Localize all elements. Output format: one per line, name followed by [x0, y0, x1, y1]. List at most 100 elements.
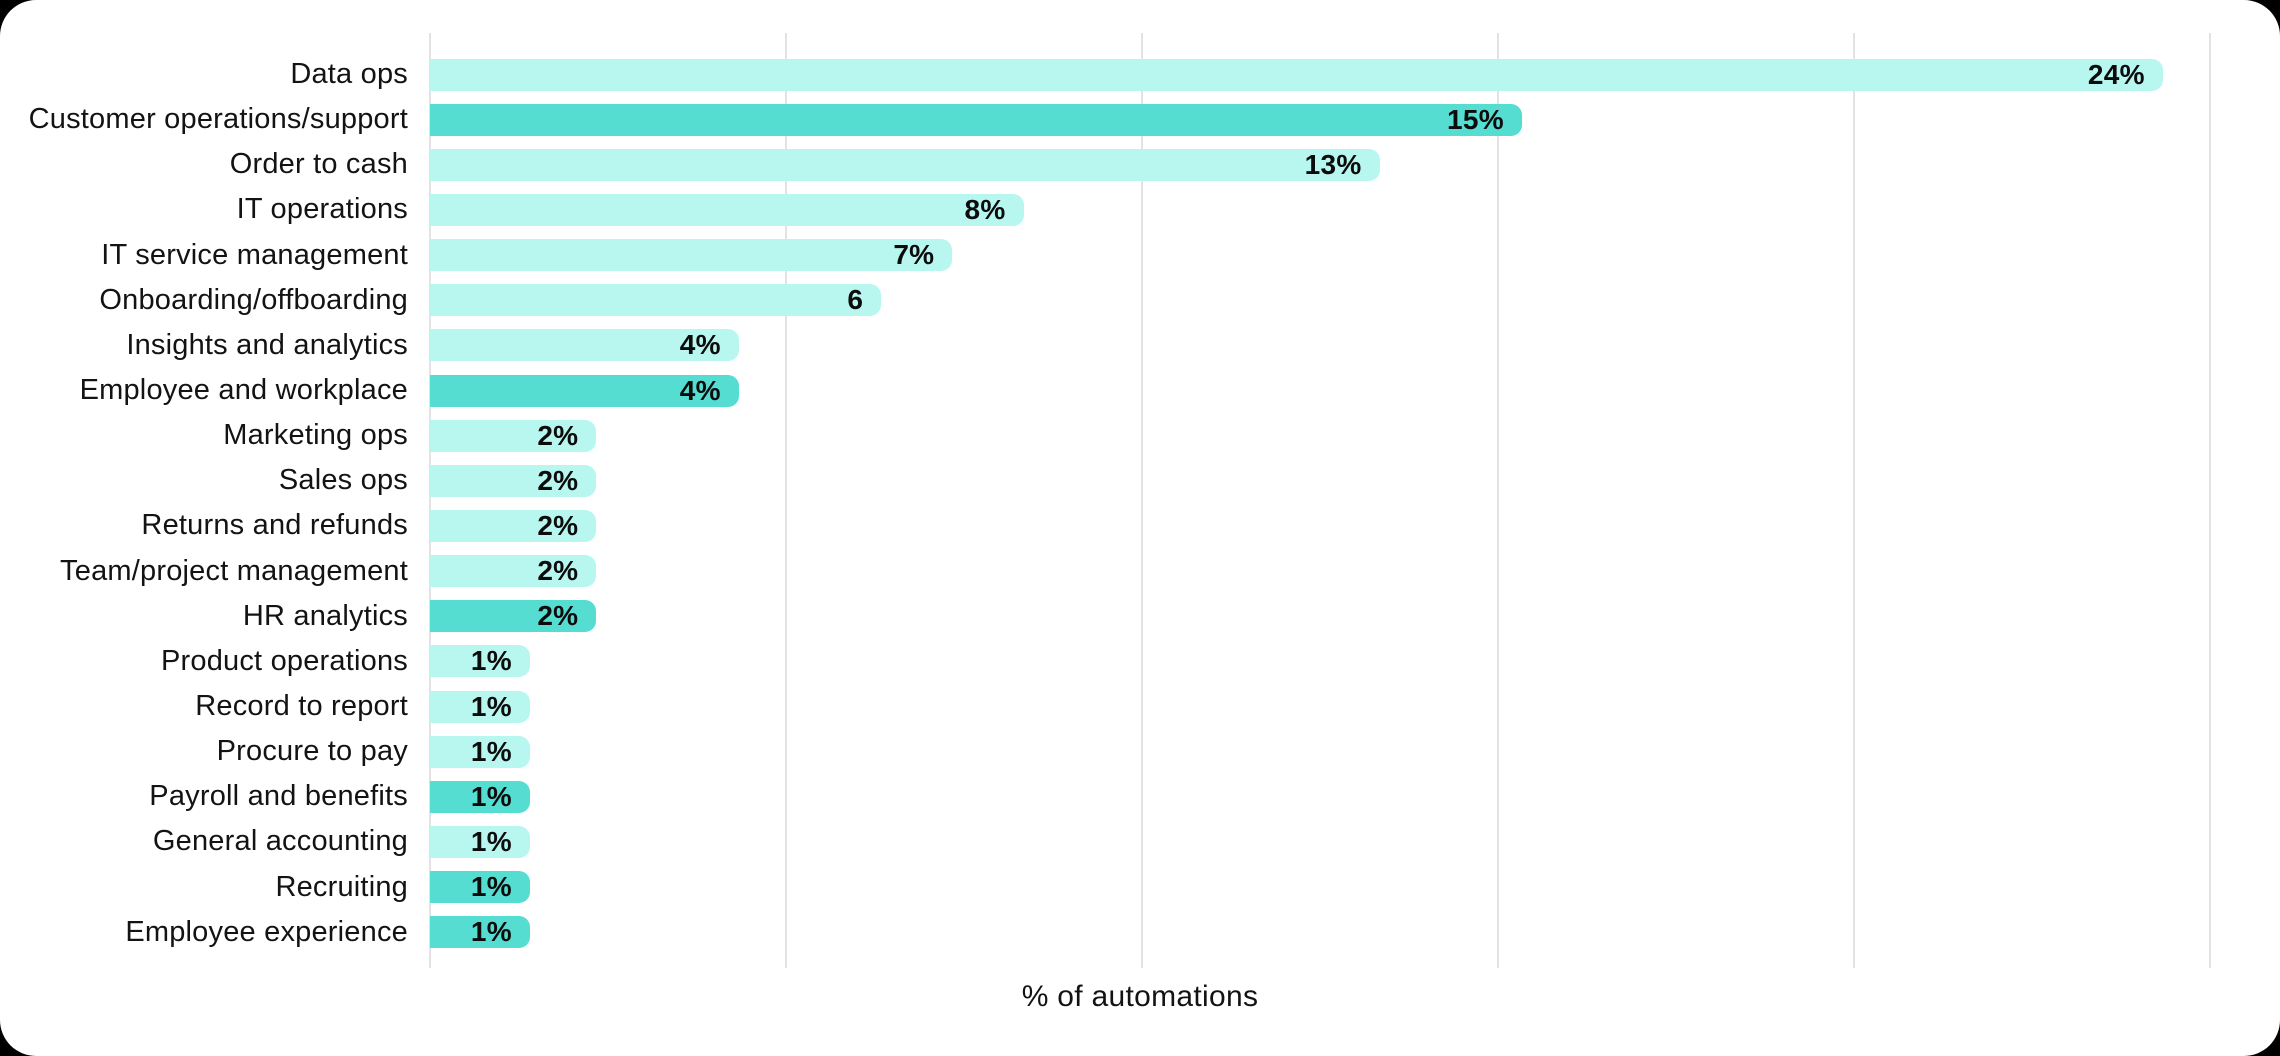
bar-highlight: 1%: [430, 916, 530, 949]
value-label: 2%: [537, 600, 579, 632]
bar-track: 2%: [430, 509, 2210, 542]
gridline: [2209, 33, 2211, 968]
chart-row: Employee experience 1%: [0, 910, 2280, 955]
value-label: 15%: [1447, 103, 1504, 135]
chart-row: Returns and refunds 2%: [0, 503, 2280, 548]
bar: 4%: [430, 329, 739, 362]
bar-track: 6: [430, 284, 2210, 317]
bar-highlight: 15%: [430, 103, 1522, 136]
gridline: [429, 33, 431, 968]
value-label: 13%: [1304, 148, 1362, 180]
category-label: Onboarding/offboarding: [99, 283, 408, 316]
bar-track: 1%: [430, 825, 2210, 858]
bar: 13%: [430, 148, 1380, 181]
bar-track: 24%: [430, 58, 2210, 91]
bar-track: 2%: [430, 464, 2210, 497]
chart-row: Employee and workplace 4%: [0, 368, 2280, 413]
value-label: 1%: [470, 735, 512, 767]
chart-row: Insights and analytics 4%: [0, 323, 2280, 368]
category-label: HR analytics: [242, 599, 408, 632]
bar: 2%: [430, 555, 597, 588]
bar-track: 8%: [430, 193, 2210, 226]
bar-track: 1%: [430, 735, 2210, 768]
value-label: 2%: [537, 555, 579, 587]
bar-track: 7%: [430, 239, 2210, 272]
value-label: 8%: [964, 193, 1006, 225]
category-label: Sales ops: [278, 464, 408, 497]
category-label: Employee experience: [125, 915, 408, 948]
bar: 8%: [430, 193, 1024, 226]
bar: 1%: [430, 690, 530, 723]
bar-highlight: 1%: [430, 780, 530, 813]
category-label: IT service management: [101, 238, 408, 271]
category-label: Marketing ops: [223, 419, 408, 452]
chart-row: Sales ops 2%: [0, 458, 2280, 503]
plot-area: [429, 33, 2211, 968]
category-label: Data ops: [290, 58, 408, 91]
bar-highlight: 4%: [430, 374, 739, 407]
gridline: [1497, 33, 1499, 968]
value-label: 1%: [470, 690, 512, 722]
bar-track: 13%: [430, 148, 2210, 181]
category-label: Record to report: [195, 690, 408, 723]
value-label: 4%: [679, 374, 721, 406]
chart-row: Data ops 24%: [0, 52, 2280, 97]
chart-row: General accounting 1%: [0, 819, 2280, 864]
chart-row: IT operations 8%: [0, 187, 2280, 232]
x-axis-label: % of automations: [1021, 980, 1259, 1013]
value-label: 4%: [679, 329, 721, 361]
bar-track: 2%: [430, 555, 2210, 588]
bar-track: 1%: [430, 645, 2210, 678]
bar: 2%: [430, 419, 597, 452]
bar-track: 4%: [430, 374, 2210, 407]
category-label: Procure to pay: [216, 735, 408, 768]
value-label: 1%: [470, 916, 512, 948]
bar-track: 1%: [430, 916, 2210, 949]
chart-row: HR analytics 2%: [0, 594, 2280, 639]
bar-track: 2%: [430, 419, 2210, 452]
value-label: 6: [847, 284, 864, 316]
bar-track: 1%: [430, 690, 2210, 723]
value-label: 2%: [537, 464, 579, 496]
category-label: Team/project management: [60, 554, 408, 587]
bar-track: 2%: [430, 600, 2210, 633]
gridline: [785, 33, 787, 968]
category-label: IT operations: [236, 193, 408, 226]
chart-row: Product operations 1%: [0, 639, 2280, 684]
category-label: Recruiting: [275, 870, 408, 903]
value-label: 24%: [2087, 58, 2145, 90]
bar: 6: [430, 284, 882, 317]
chart-row: Payroll and benefits 1%: [0, 774, 2280, 819]
category-label: Returns and refunds: [141, 509, 408, 542]
category-label: Product operations: [160, 644, 408, 677]
chart-row: Procure to pay 1%: [0, 729, 2280, 774]
bar: 2%: [430, 464, 597, 497]
bar: 24%: [430, 58, 2163, 91]
chart-row: Onboarding/offboarding 6: [0, 278, 2280, 323]
bar-rows: Data ops 24% Customer operations/support 15…: [0, 52, 2280, 955]
value-label: 1%: [470, 871, 512, 903]
chart-row: Recruiting 1%: [0, 865, 2280, 910]
chart-row: Order to cash 13%: [0, 142, 2280, 187]
category-label: Payroll and benefits: [149, 780, 408, 813]
category-label: Customer operations/support: [28, 103, 408, 136]
value-label: 1%: [470, 780, 512, 812]
value-label: 1%: [470, 645, 512, 677]
category-label: Order to cash: [229, 148, 408, 181]
category-label: General accounting: [152, 825, 408, 858]
bar: 1%: [430, 825, 530, 858]
value-label: 7%: [893, 239, 935, 271]
chart-row: Team/project management 2%: [0, 549, 2280, 594]
bar-highlight: 2%: [430, 600, 597, 633]
chart-row: IT service management 7%: [0, 233, 2280, 278]
chart-row: Marketing ops 2%: [0, 413, 2280, 458]
value-label: 2%: [537, 419, 579, 451]
bar-track: 4%: [430, 329, 2210, 362]
category-label: Employee and workplace: [79, 374, 408, 407]
chart-row: Record to report 1%: [0, 684, 2280, 729]
bar: 1%: [430, 645, 530, 678]
chart-row: Customer operations/support 15%: [0, 97, 2280, 142]
gridline: [1141, 33, 1143, 968]
bar-track: 1%: [430, 780, 2210, 813]
